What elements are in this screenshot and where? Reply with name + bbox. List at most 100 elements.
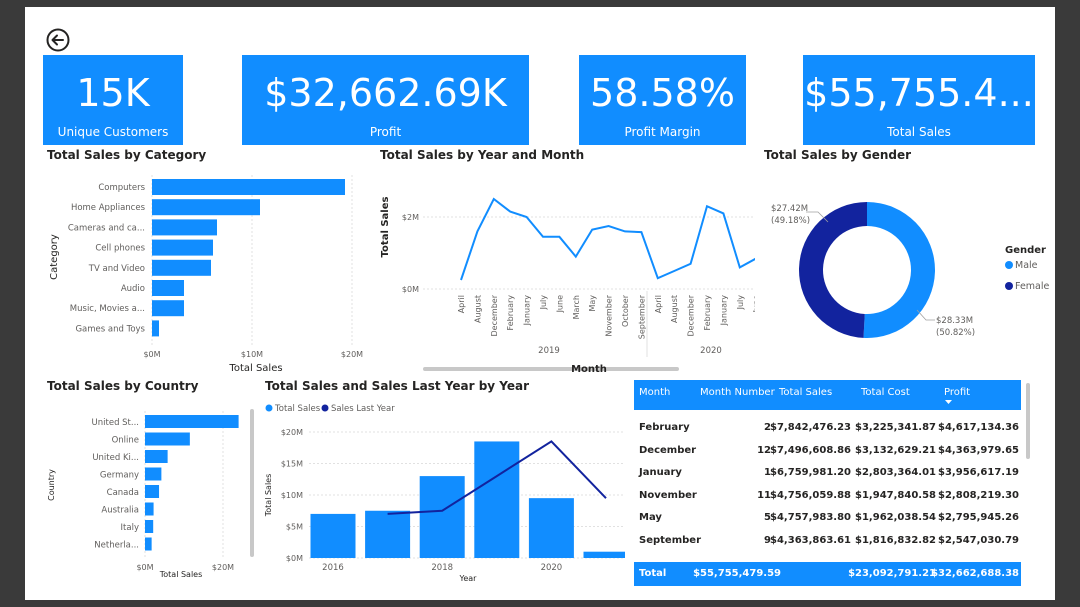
table-row[interactable]: September 9 $4,363,863.61 $1,816,832.82 $2,5… [634, 531, 1021, 553]
monthly-sales-table[interactable]: Month Month Number Total Sales Total Cos… [634, 380, 1024, 586]
year-tick-label: $0M [286, 554, 303, 563]
month-tick-label: February [506, 295, 515, 331]
country-label: Canada [107, 488, 139, 498]
year-tick-label: 2020 [541, 563, 563, 573]
country-label: Netherla... [94, 541, 139, 551]
country-bar [145, 415, 239, 428]
category-label: Computers [98, 183, 145, 193]
header-month-number[interactable]: Month Number [700, 387, 775, 398]
month-sales-line [460, 197, 755, 281]
cell-total-sales: $6,759,981.20 [770, 467, 851, 478]
month-tick-label: July [539, 295, 548, 311]
gender-chart-title: Total Sales by Gender [764, 148, 912, 162]
total-sales-bar [365, 510, 411, 558]
kpi-total-sales[interactable]: $55,755.4... Total Sales [803, 55, 1035, 145]
cell-month: February [639, 422, 690, 433]
sort-desc-icon[interactable] [945, 400, 952, 405]
year-combo-chart[interactable]: Total Sales Sales Last Year Total Sales … [263, 399, 625, 583]
cell-month: November [639, 489, 697, 501]
country-bar-chart[interactable]: Country United St... Online United Ki... Ge… [40, 399, 262, 583]
legend-total-sales[interactable]: Total Sales [274, 404, 321, 414]
category-bar-chart[interactable]: Category Computers Home Appliances Cameras… [40, 167, 380, 377]
country-label: Italy [121, 523, 139, 533]
cell-month-number: 12 [757, 444, 771, 456]
category-tick-label: $0M [143, 350, 160, 359]
header-profit[interactable]: Profit [944, 387, 971, 398]
month-tick-label: January [719, 295, 728, 327]
table-scrollbar[interactable] [1026, 383, 1030, 459]
country-x-axis-label: Total Sales [159, 570, 203, 579]
cell-month-number: 1 [764, 467, 771, 478]
cell-profit: $2,795,945.26 [938, 512, 1019, 523]
month-tick-label: June [555, 295, 564, 314]
country-axis-label: Country [47, 469, 56, 501]
table-row[interactable]: November 11 $4,756,059.88 $1,947,840.58 $2,8… [634, 486, 1021, 508]
category-bar [152, 219, 217, 236]
cell-month: January [639, 467, 682, 478]
month-y-axis-label: Total Sales [380, 197, 391, 258]
month-tick-label: August [670, 295, 679, 323]
year-tick-label: 2016 [322, 563, 344, 573]
cell-total-sales: $4,757,983.80 [770, 512, 851, 523]
cell-total-sales: $4,756,059.88 [770, 489, 851, 501]
cell-profit: $2,547,030.79 [938, 534, 1019, 546]
kpi-profit-margin[interactable]: 58.58% Profit Margin [579, 55, 746, 145]
table-total-row: Total $55,755,479.59 $23,092,791.21 $32,… [634, 562, 1021, 586]
total-profit-value: $32,662,688.38 [931, 568, 1019, 579]
table-row[interactable]: December 12 $7,496,608.86 $3,132,629.21 $4,3… [634, 441, 1021, 463]
cell-month-number: 2 [764, 422, 771, 433]
kpi-label: Profit Margin [624, 125, 701, 139]
month-tick-label: August [473, 295, 482, 323]
donut-slice-female [798, 202, 867, 338]
month-tick-label: December [687, 294, 696, 336]
month-tick-label: June [752, 295, 755, 314]
month-chart-scrollbar[interactable] [423, 367, 679, 371]
month-tick-label: November [605, 294, 614, 336]
month-tick-label: July [736, 295, 745, 311]
legend-total-sales-marker [265, 404, 273, 412]
cell-total-sales: $4,363,863.61 [770, 534, 851, 546]
table-row[interactable]: May 5 $4,757,983.80 $1,962,038.54 $2,795,945… [634, 508, 1021, 530]
year-tick-label: $5M [286, 523, 303, 532]
kpi-label: Total Sales [887, 125, 951, 139]
year-label: 2019 [538, 346, 560, 356]
header-month[interactable]: Month [639, 387, 671, 398]
category-bar [152, 320, 159, 337]
category-bar [152, 179, 345, 195]
back-arrow-icon[interactable] [45, 27, 71, 53]
table-row[interactable]: February 2 $7,842,476.23 $3,225,341.87 $4,61… [634, 418, 1021, 440]
month-line-chart[interactable]: Total Sales $0M $2M April August December Fe… [375, 167, 755, 379]
country-label: Australia [101, 506, 139, 516]
category-bar [152, 300, 184, 317]
month-tick-label: September [637, 294, 646, 339]
legend-female-marker [1005, 282, 1013, 290]
month-tick-label: January [523, 295, 532, 327]
month-x-axis-label: Month [571, 364, 607, 375]
header-total-sales[interactable]: Total Sales [779, 387, 833, 398]
country-tick-label: $0M [136, 563, 153, 572]
cell-total-sales: $7,842,476.23 [770, 422, 851, 433]
sales-last-year-line [387, 440, 607, 515]
category-label: Audio [121, 284, 145, 294]
cell-total-cost: $1,947,840.58 [855, 489, 936, 501]
category-bar [152, 259, 211, 276]
kpi-unique-customers[interactable]: 15K Unique Customers [43, 55, 183, 145]
legend-male-label[interactable]: Male [1015, 260, 1038, 271]
cell-month-number: 9 [764, 534, 771, 546]
country-bar [145, 450, 168, 463]
kpi-profit[interactable]: $32,662.69K Profit [242, 55, 529, 145]
country-chart-scrollbar[interactable] [250, 409, 254, 557]
header-total-cost[interactable]: Total Cost [861, 387, 910, 398]
cell-profit: $4,363,979.65 [938, 444, 1019, 456]
legend-female-label[interactable]: Female [1015, 281, 1050, 292]
gender-donut-chart[interactable]: $27.42M (49.18%) $28.33M (50.82%) Gender… [760, 167, 1055, 377]
donut-slice-male [863, 202, 935, 338]
legend-sales-last-year[interactable]: Sales Last Year [331, 404, 395, 414]
total-sales-bar [583, 551, 625, 558]
category-label: Music, Movies a... [70, 304, 145, 314]
month-tick-label: February [703, 295, 712, 331]
cell-total-cost: $1,816,832.82 [855, 534, 936, 546]
country-label: United St... [92, 418, 139, 428]
cell-month: September [639, 534, 701, 546]
table-row[interactable]: January 1 $6,759,981.20 $2,803,364.01 $3,956… [634, 463, 1021, 485]
